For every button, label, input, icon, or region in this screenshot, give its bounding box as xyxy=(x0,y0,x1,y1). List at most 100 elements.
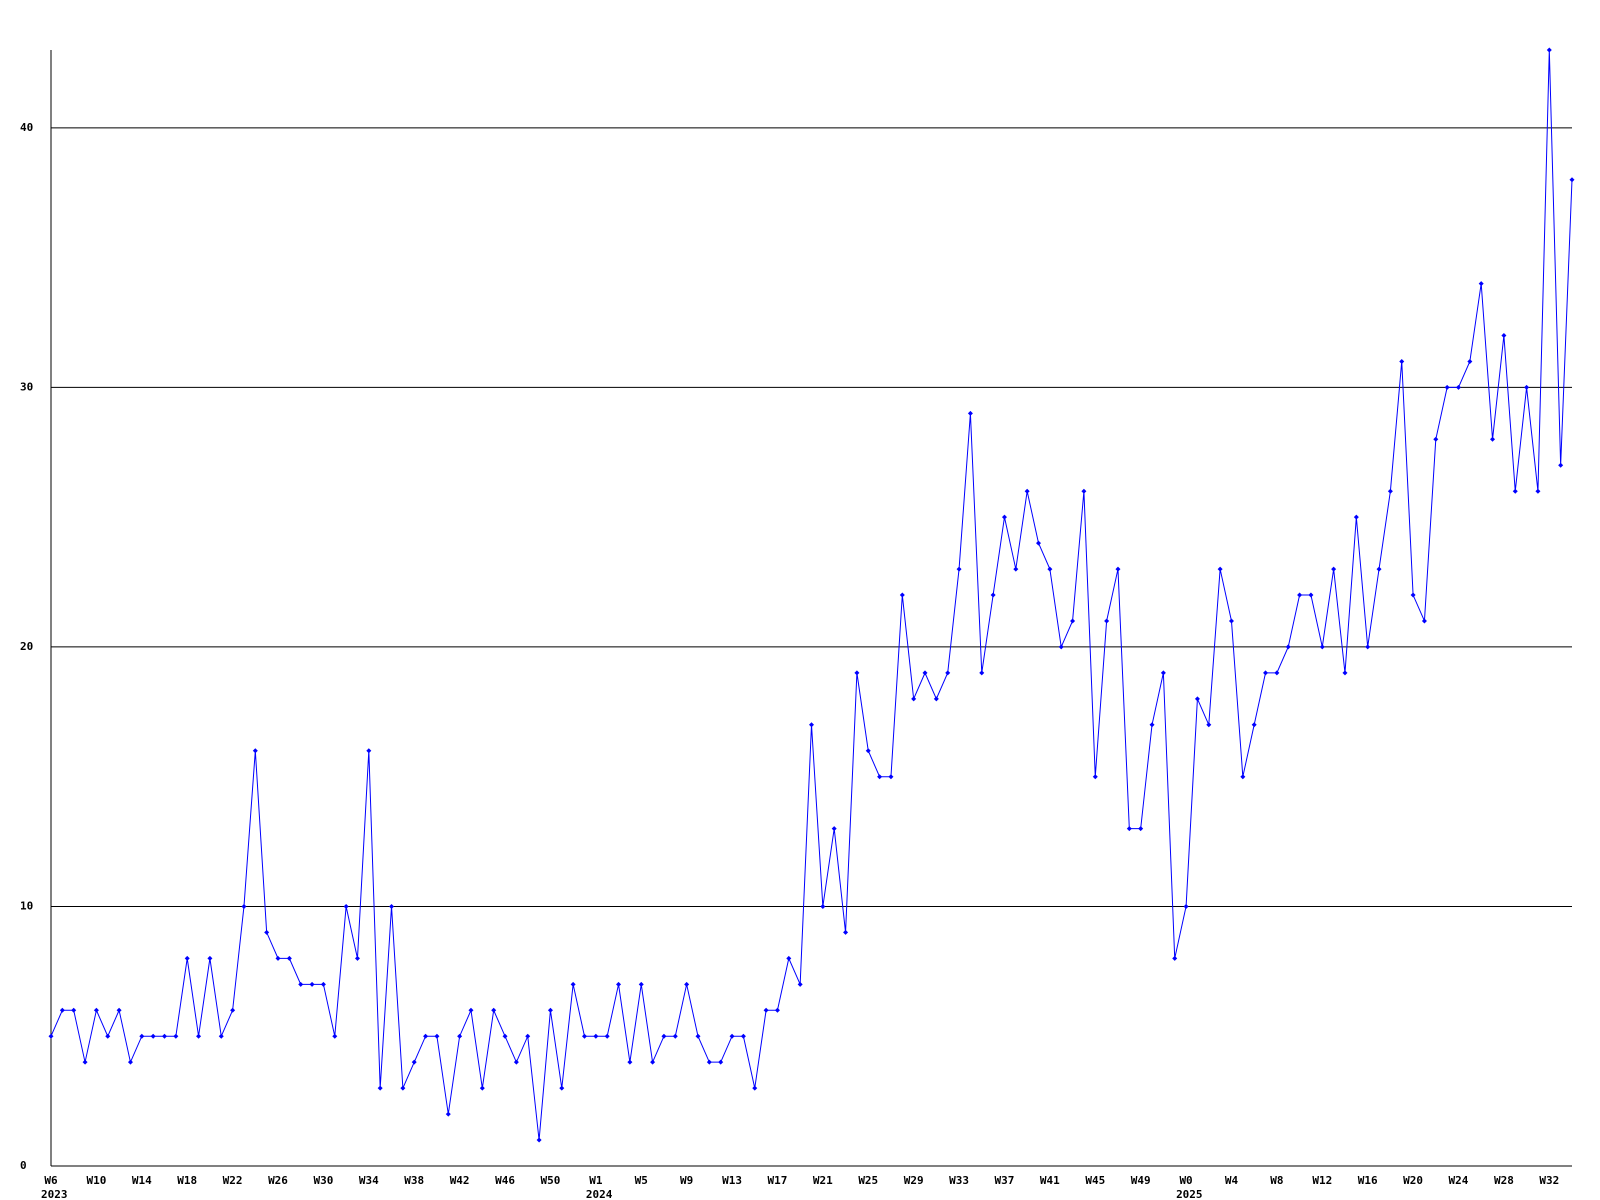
data-point xyxy=(1433,436,1439,442)
data-point xyxy=(525,1033,531,1039)
x-tick-label: W0 xyxy=(1179,1174,1192,1187)
data-point xyxy=(1024,488,1030,494)
data-point xyxy=(616,981,622,987)
data-point xyxy=(593,1033,599,1039)
data-point xyxy=(1228,618,1234,624)
y-tick-label: 20 xyxy=(20,640,33,653)
data-point xyxy=(729,1033,735,1039)
x-tick-label: W33 xyxy=(949,1174,969,1187)
data-point xyxy=(1501,332,1507,338)
data-point xyxy=(389,903,395,909)
data-point xyxy=(979,670,985,676)
data-point xyxy=(1160,670,1166,676)
x-tick-label: W9 xyxy=(680,1174,693,1187)
data-point xyxy=(343,903,349,909)
data-point xyxy=(1206,722,1212,728)
x-tick-label: W6 xyxy=(44,1174,58,1187)
data-point xyxy=(1183,903,1189,909)
data-point xyxy=(1399,358,1405,364)
data-point xyxy=(445,1111,451,1117)
x-tick-label: W37 xyxy=(995,1174,1015,1187)
x-tick-label: W46 xyxy=(495,1174,515,1187)
data-point xyxy=(1274,670,1280,676)
data-point xyxy=(1263,670,1269,676)
x-tick-label: W26 xyxy=(268,1174,288,1187)
data-point xyxy=(400,1085,406,1091)
data-point xyxy=(139,1033,145,1039)
data-point xyxy=(1251,722,1257,728)
data-point xyxy=(116,1007,122,1013)
y-tick-label: 30 xyxy=(20,380,33,393)
x-tick-label: W10 xyxy=(86,1174,106,1187)
data-point xyxy=(71,1007,77,1013)
data-point xyxy=(933,696,939,702)
data-point xyxy=(93,1007,99,1013)
x-tick-label: W30 xyxy=(313,1174,333,1187)
data-point xyxy=(1512,488,1518,494)
data-point xyxy=(1115,566,1121,572)
data-point xyxy=(309,981,315,987)
data-point xyxy=(1490,436,1496,442)
data-point xyxy=(479,1085,485,1091)
data-point xyxy=(1342,670,1348,676)
data-point xyxy=(945,670,951,676)
x-tick-label: W21 xyxy=(813,1174,833,1187)
data-point xyxy=(1410,592,1416,598)
data-point xyxy=(763,1007,769,1013)
data-point xyxy=(774,1007,780,1013)
x-tick-label: W24 xyxy=(1449,1174,1469,1187)
data-point xyxy=(684,981,690,987)
data-point xyxy=(48,1033,54,1039)
x-tick-label: W16 xyxy=(1358,1174,1378,1187)
data-point xyxy=(990,592,996,598)
data-point xyxy=(1319,644,1325,650)
data-point xyxy=(286,955,292,961)
data-point xyxy=(434,1033,440,1039)
data-point xyxy=(1172,955,1178,961)
data-point xyxy=(1387,488,1393,494)
data-point xyxy=(1331,566,1337,572)
data-line xyxy=(50,49,1573,1141)
data-point xyxy=(661,1033,667,1039)
data-point xyxy=(1421,618,1427,624)
data-point xyxy=(1467,358,1473,364)
data-point xyxy=(1297,592,1303,598)
data-point xyxy=(809,722,814,728)
data-point xyxy=(1058,644,1064,650)
x-tick-label: W38 xyxy=(404,1174,424,1187)
data-point xyxy=(366,748,372,754)
data-point xyxy=(1444,384,1450,390)
data-point xyxy=(843,929,849,935)
data-point xyxy=(536,1137,542,1143)
data-point xyxy=(820,903,826,909)
data-point xyxy=(1558,462,1564,468)
data-point xyxy=(1092,774,1098,780)
data-point xyxy=(1013,566,1019,572)
year-label: 2024 xyxy=(586,1188,613,1200)
data-point xyxy=(1524,384,1530,390)
x-tick-label: W8 xyxy=(1270,1174,1283,1187)
data-point xyxy=(1070,618,1076,624)
data-point xyxy=(184,955,190,961)
data-point xyxy=(275,955,281,961)
x-tick-label: W22 xyxy=(223,1174,243,1187)
data-point xyxy=(740,1033,746,1039)
x-tick-label: W49 xyxy=(1131,1174,1151,1187)
x-tick-label: W17 xyxy=(768,1174,788,1187)
data-point xyxy=(513,1059,519,1065)
data-point xyxy=(1001,514,1007,520)
data-point xyxy=(899,592,905,598)
data-point xyxy=(1376,566,1382,572)
data-point xyxy=(570,981,576,987)
data-point xyxy=(956,566,962,572)
data-point xyxy=(196,1033,202,1039)
data-point xyxy=(1569,177,1575,183)
data-point xyxy=(127,1059,133,1065)
x-tick-label: W29 xyxy=(904,1174,924,1187)
data-point xyxy=(1104,618,1110,624)
data-point xyxy=(888,774,894,780)
data-point xyxy=(468,1007,474,1013)
data-point xyxy=(706,1059,712,1065)
data-point xyxy=(354,955,360,961)
data-point xyxy=(627,1059,633,1065)
